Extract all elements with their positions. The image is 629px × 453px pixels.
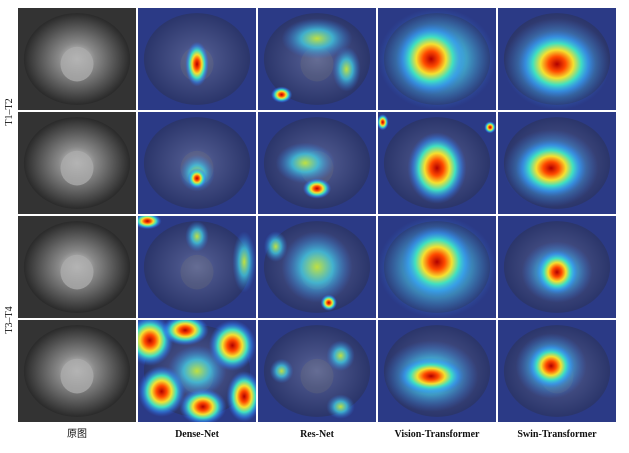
image-tile	[18, 320, 136, 422]
heat-blob	[515, 139, 587, 197]
anatomy-core	[60, 46, 94, 82]
heat-blob	[270, 86, 293, 103]
heat-blob	[179, 388, 227, 422]
heat-blob	[263, 231, 288, 262]
image-tile	[18, 112, 136, 214]
heat-blob	[187, 168, 207, 189]
column-label: Res-Net	[300, 429, 335, 440]
heat-blob	[232, 231, 256, 293]
image-tile	[498, 216, 616, 318]
heat-blob	[378, 114, 389, 131]
image-tile	[378, 216, 496, 318]
heat-blob	[407, 132, 467, 204]
heat-blob	[398, 357, 465, 395]
heat-blob	[535, 249, 579, 295]
anatomy-core	[60, 254, 94, 290]
image-tile	[138, 320, 256, 422]
column-label: Dense-Net	[175, 429, 220, 440]
heat-blob	[518, 30, 596, 98]
anatomy-core	[300, 358, 334, 394]
heat-blob	[401, 226, 473, 298]
heat-blob	[281, 18, 353, 59]
image-tile	[378, 8, 496, 110]
heat-blob	[185, 221, 209, 252]
heat-blob	[527, 343, 575, 389]
heat-blob	[395, 23, 467, 95]
heat-blob	[138, 216, 162, 230]
image-tile	[258, 8, 376, 110]
image-tile	[18, 216, 136, 318]
heat-blob	[302, 178, 332, 199]
heat-blob	[326, 340, 355, 371]
heat-blob	[167, 345, 227, 397]
image-tile	[378, 112, 496, 214]
heat-blob	[185, 41, 209, 87]
column-label: 原图	[67, 428, 87, 440]
image-tile	[498, 112, 616, 214]
heat-blob	[269, 358, 294, 384]
image-tile	[498, 8, 616, 110]
column-label: Swin-Transformer	[517, 429, 597, 440]
heat-blob	[161, 320, 209, 346]
image-tile	[258, 112, 376, 214]
image-tile	[18, 8, 136, 110]
heat-blob	[281, 231, 353, 303]
image-tile	[138, 8, 256, 110]
image-tile	[138, 216, 256, 318]
image-tile	[258, 320, 376, 422]
heat-blob	[326, 394, 355, 419]
heat-blob	[320, 294, 338, 311]
image-tile	[498, 320, 616, 422]
anatomy-core	[60, 150, 94, 186]
heat-blob	[332, 46, 361, 92]
heat-blob	[226, 371, 256, 422]
anatomy-core	[180, 254, 214, 290]
heat-blob	[275, 142, 335, 184]
row-label: T3–T4	[4, 306, 15, 333]
image-tile	[138, 112, 256, 214]
row-label: T1–T2	[4, 98, 15, 125]
column-label: Vision-Transformer	[395, 429, 481, 440]
heat-blob	[484, 121, 496, 134]
anatomy-core	[60, 358, 94, 394]
image-tile	[258, 216, 376, 318]
anatomy	[143, 221, 251, 313]
image-tile	[378, 320, 496, 422]
